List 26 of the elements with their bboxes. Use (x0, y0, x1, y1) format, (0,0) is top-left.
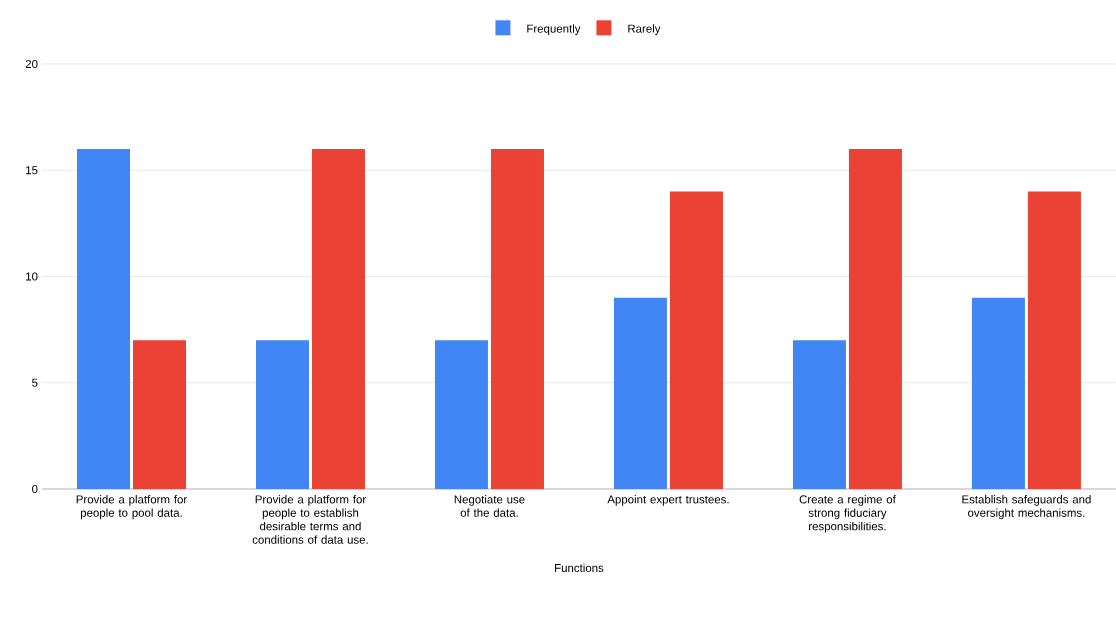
x-tick-label: Create a regime of strong fiduciary responsibilities. (799, 495, 896, 533)
bar (792, 340, 846, 489)
x-tick-label: Provide a platform for people to establish desirable terms and conditions of data use. (252, 495, 368, 544)
bar (490, 149, 544, 489)
x-tick-label: Provide a platform for people to pool data. (76, 495, 187, 520)
bar (1027, 191, 1081, 489)
bar (613, 297, 667, 489)
bar (434, 340, 488, 489)
y-tick-label: 10 (26, 272, 38, 281)
y-tick-label: 0 (32, 484, 38, 494)
bar (848, 149, 902, 489)
bar (132, 340, 186, 489)
bar (669, 191, 723, 489)
x-tick-label: Establish safeguards and oversight mechanisms. (962, 495, 1091, 520)
bar (76, 149, 130, 489)
bar (971, 297, 1025, 489)
legend-label: Rarely (628, 24, 661, 35)
bar (311, 149, 365, 489)
bar (255, 340, 309, 489)
legend-label: Frequently (527, 24, 581, 35)
y-tick-label: 20 (25, 59, 38, 69)
x-tick-label: Negotiate use of the data. (454, 495, 525, 517)
y-tick-label: 5 (32, 378, 38, 387)
x-axis-title: Functions (555, 563, 604, 573)
y-tick-label: 15 (26, 166, 38, 175)
x-tick-label: Appoint expert trustees. (607, 495, 729, 506)
